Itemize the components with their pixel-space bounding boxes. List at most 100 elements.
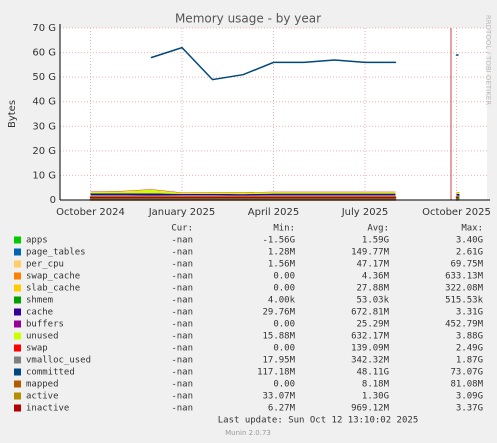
y-tick-label: 50 G [32,72,56,83]
stack-area [90,195,396,196]
legend-stat: -nan [171,380,193,390]
legend-label: mapped [26,380,59,390]
y-tick-label: 30 G [32,121,56,132]
footer: Munin 2.0.73 [225,429,271,437]
legend-stat: -nan [171,248,193,258]
legend-label: active [26,392,59,402]
y-tick-label: 70 G [32,23,56,34]
legend-swatch [14,272,21,280]
y-tick-label: 20 G [32,146,56,157]
series-line [150,46,397,81]
stack-area [90,189,396,195]
last-update: Last update: Sun Oct 12 13:10:02 2025 [218,416,418,426]
legend-stat: 2.61G [456,248,483,258]
legend-swatch [14,284,21,292]
legend-label: page_tables [26,248,86,258]
y-tick-label: 10 G [32,170,56,181]
stack-area [90,195,396,196]
legend-stat: 4.36M [362,272,390,282]
legend-label: buffers [26,320,64,330]
legend-stat: 0.00 [273,344,295,354]
plot-area [60,28,487,200]
legend-stat: -nan [171,320,193,330]
legend-label: inactive [26,404,69,414]
legend-stat: -nan [171,392,193,402]
legend-stat: 15.88M [262,332,295,342]
y-tick-label: 40 G [32,97,56,108]
stack-area [90,195,396,196]
legend-stat: 3.37G [456,404,483,414]
legend-stat: 515.53k [445,296,484,306]
legend-stat: 3.31G [456,308,483,318]
legend-stat: 3.88G [456,332,483,342]
legend-stat: 117.18M [257,368,296,378]
legend-stat: -1.56G [262,236,295,246]
legend-stat: 33.07M [262,392,295,402]
legend-stat: 149.77M [351,248,390,258]
x-tick-label: July 2025 [341,207,389,218]
x-tick-label: April 2025 [248,207,299,218]
legend-stat: -nan [171,356,193,366]
legend-label: per_cpu [26,260,64,270]
legend-label: swap [26,344,48,354]
legend-stat: -nan [171,404,193,414]
stack-area [456,193,460,196]
legend-stat: 969.12M [351,404,390,414]
stack-area [90,195,396,196]
legend-stat: 1.28M [268,248,296,258]
y-axis-label: Bytes [7,100,18,128]
legend-stat: 1.56M [268,260,296,270]
stack-area [90,193,396,196]
legend-stat: 17.95M [262,356,295,366]
legend-label: shmem [26,296,53,306]
legend-swatch [14,248,21,256]
legend-stat: 0.00 [273,272,295,282]
x-tick-label: January 2025 [148,207,216,218]
legend-swatch [14,392,21,400]
legend-stat: 0.00 [273,284,295,294]
legend-stat: 672.81M [351,308,390,318]
y-tick-label: 60 G [32,48,56,59]
legend-stat: 3.40G [456,236,483,246]
legend-swatch [14,368,21,376]
side-text: RRDTOOL / TOBI OETIKER [484,15,492,105]
legend-stat: -nan [171,236,193,246]
legend-stat: 342.32M [351,356,390,366]
legend-stat: -nan [171,368,193,378]
legend-stat: 633.13M [445,272,484,282]
legend-label: apps [26,236,48,246]
legend-header: Max: [461,224,483,234]
legend-swatch [14,380,21,388]
legend-stat: -nan [171,332,193,342]
legend-label: slab_cache [26,284,80,294]
legend-stat: 27.88M [356,284,389,294]
legend-swatch [14,260,21,268]
legend-stat: 1.30G [362,392,389,402]
legend-stat: 81.08M [450,380,483,390]
legend-swatch [14,332,21,340]
legend-label: swap_cache [26,272,80,282]
legend-swatch [14,236,21,244]
legend-stat: 53.03k [356,296,389,306]
legend-label: unused [26,332,59,342]
legend-swatch [14,320,21,328]
legend-stat: -nan [171,284,193,294]
legend-stat: -nan [171,344,193,354]
legend-swatch [14,296,21,304]
legend-stat: 632.17M [351,332,390,342]
legend-header: Min: [273,224,295,234]
x-tick-label: October 2024 [56,207,125,218]
legend-stat: -nan [171,308,193,318]
legend-label: cache [26,308,53,318]
legend-swatch [14,344,21,352]
legend-stat: 3.09G [456,392,483,402]
stack-area [456,192,460,194]
legend-stat: 4.00k [268,296,296,306]
legend-stat: 1.59G [362,236,389,246]
legend-stat: 47.17M [356,260,389,270]
legend-stat: 8.18M [362,380,390,390]
legend-stat: 1.87G [456,356,483,366]
legend-stat: 48.11G [356,368,389,378]
stack-area [90,189,396,193]
